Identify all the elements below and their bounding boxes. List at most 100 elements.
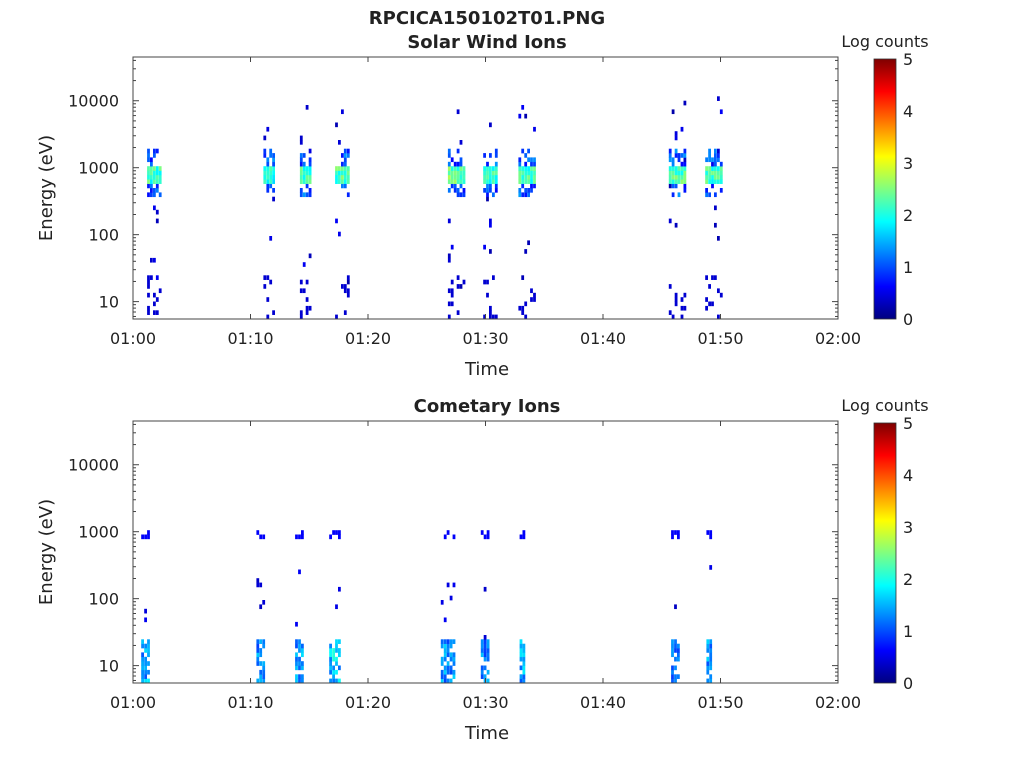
colorbar-ticks: 0 1 2 3 4 5 — [903, 414, 913, 693]
heatmap-cell — [674, 131, 678, 136]
heatmap-cell — [147, 170, 150, 176]
heatmap-cell — [447, 288, 451, 294]
heatmap-cell — [705, 192, 708, 198]
heatmap-cell — [683, 188, 687, 193]
heatmap-cell — [668, 218, 672, 224]
heatmap-cell — [708, 153, 711, 158]
heatmap-cell — [668, 166, 672, 171]
heatmap-cell — [527, 170, 530, 176]
heatmap-cell — [338, 166, 341, 171]
colorbar-ticks: 0 1 2 3 4 5 — [903, 50, 913, 329]
heatmap-cell — [153, 301, 156, 307]
heatmap-cell — [486, 643, 490, 649]
heatmap-cell — [446, 678, 450, 684]
heatmap-cell — [329, 643, 332, 649]
heatmap-cell — [335, 643, 338, 649]
heatmap-cell — [299, 188, 303, 193]
heatmap-cell — [486, 188, 489, 193]
heatmap-cell — [301, 678, 304, 684]
heatmap-cell — [343, 153, 347, 158]
heatmap-cell — [671, 166, 675, 171]
heatmap-cell — [302, 174, 306, 180]
heatmap-cell — [717, 148, 720, 154]
heatmap-cell — [266, 314, 270, 320]
heatmap-cell — [522, 534, 526, 540]
heatmap-cell — [443, 656, 447, 662]
heatmap-cell — [671, 170, 675, 176]
heatmap-cell — [443, 669, 447, 675]
colorbar-tick-label: 3 — [903, 154, 913, 173]
heatmap-cell — [155, 297, 159, 302]
heatmap-cell — [266, 275, 270, 280]
heatmap-cell — [519, 643, 523, 649]
heatmap-cell — [440, 669, 444, 675]
heatmap-cell — [155, 209, 159, 215]
heatmap-cell — [677, 652, 680, 658]
heatmap-cell — [150, 157, 153, 163]
heatmap-cell — [308, 157, 312, 163]
heatmap-cell — [295, 678, 298, 684]
heatmap-cell — [259, 661, 263, 666]
heatmap-cell — [683, 153, 687, 158]
heatmap-cell — [668, 284, 672, 289]
heatmap-cell — [447, 257, 451, 263]
heatmap-cell — [259, 639, 263, 644]
heatmap-cell — [522, 669, 526, 675]
heatmap-cell — [338, 665, 341, 671]
heatmap-cell — [447, 253, 451, 259]
heatmap-cell — [518, 305, 522, 311]
heatmap-cell — [295, 534, 298, 540]
heatmap-cell — [480, 643, 484, 649]
heatmap-cell — [338, 652, 341, 658]
heatmap-cell — [489, 166, 492, 171]
heatmap-cell — [147, 534, 150, 540]
heatmap-cell — [299, 314, 303, 320]
heatmap-cell — [494, 161, 498, 167]
heatmap-cell — [440, 678, 444, 684]
heatmap-cell — [459, 179, 463, 184]
heatmap-cell — [708, 179, 711, 184]
heatmap-cell — [335, 218, 338, 224]
colorbar-tick-label: 3 — [903, 518, 913, 537]
heatmap-cell — [302, 170, 306, 176]
heatmap-cell — [492, 314, 495, 320]
heatmap-cell — [298, 569, 301, 575]
heatmap-cell — [521, 179, 525, 184]
heatmap-cell — [256, 652, 260, 658]
heatmap-cell — [147, 648, 150, 653]
heatmap-cell — [141, 534, 144, 540]
panel-title: Solar Wind Ions — [407, 32, 566, 53]
heatmap-cell — [450, 170, 454, 176]
heatmap-cell — [522, 652, 526, 658]
heatmap-cell — [263, 179, 267, 184]
heatmap-cell — [717, 166, 720, 171]
heatmap-cell — [486, 292, 489, 298]
heatmap-cell — [155, 174, 159, 180]
heatmap-cell — [527, 174, 530, 180]
heatmap-cell — [462, 279, 466, 285]
heatmap-cell — [452, 661, 456, 666]
heatmap-cell — [308, 179, 312, 184]
heatmap-cell — [449, 656, 453, 662]
heatmap-cell — [147, 310, 150, 315]
heatmap-cell — [483, 643, 487, 649]
heatmap-cell — [483, 244, 486, 250]
heatmap-cell — [147, 153, 150, 158]
heatmap-cell — [269, 170, 273, 176]
heatmap-cell — [266, 179, 270, 184]
heatmap-cell — [335, 678, 338, 684]
heatmap-cell — [671, 530, 674, 535]
heatmap-cell — [450, 166, 454, 171]
heatmap-cell — [272, 310, 275, 315]
heatmap-cell — [719, 174, 723, 180]
heatmap-cell — [518, 161, 522, 167]
heatmap-cell — [335, 174, 338, 180]
heatmap-cell — [533, 166, 536, 171]
y-axis-label: Energy (eV) — [36, 499, 57, 605]
heatmap-cell — [343, 183, 347, 189]
heatmap-cell — [453, 179, 457, 184]
x-tick-label: 02:00 — [815, 693, 861, 712]
heatmap-cell — [305, 297, 309, 302]
heatmap-cell — [533, 183, 536, 189]
heatmap-cell — [447, 301, 451, 307]
